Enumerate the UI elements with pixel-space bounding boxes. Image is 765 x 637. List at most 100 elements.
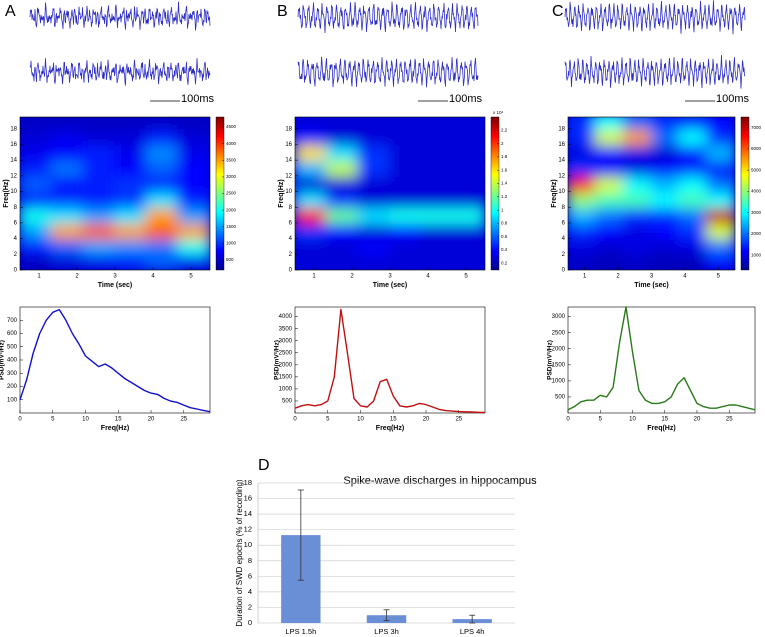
- heatmap-cell: [389, 190, 423, 209]
- heatmap-cell: [82, 174, 116, 193]
- y-axis-label: PSD(mV²/Hz): [0, 340, 6, 380]
- heatmap-cell: [389, 253, 423, 270]
- x-tick-label: 1: [583, 274, 587, 280]
- heatmap-cell: [177, 253, 210, 270]
- heatmap-cell: [650, 237, 681, 256]
- colorbar: [740, 116, 750, 271]
- heatmap-cell: [678, 190, 709, 209]
- x-tick-label: 3: [388, 274, 392, 280]
- heatmap-cell: [295, 190, 328, 209]
- heatmap-cell: [389, 159, 423, 177]
- heatmap-cell: [706, 237, 735, 256]
- y-tick-label: 18: [285, 126, 292, 132]
- heatmap-cell: [20, 174, 53, 193]
- heatmap-cell: [20, 190, 53, 209]
- x-tick-label: LPS 4h: [460, 627, 485, 636]
- heatmap-cell: [325, 206, 360, 224]
- x-tick-label: 20: [694, 417, 701, 423]
- y-tick-label: 14: [558, 158, 565, 164]
- y-tick-label: 2000: [279, 362, 293, 368]
- heatmap-cell: [594, 253, 625, 270]
- colorbar-tick-label: 3500: [226, 157, 237, 162]
- colorbar-tick-label: 500: [226, 257, 234, 262]
- y-axis-label: Freq(Hz): [3, 179, 10, 207]
- heatmap-cell: [678, 221, 709, 240]
- heatmap-cell: [295, 174, 328, 193]
- y-tick-label: 3000: [552, 314, 566, 320]
- heatmap-cell: [452, 127, 485, 146]
- heatmap-cell: [145, 127, 180, 146]
- heatmap-cell: [452, 237, 485, 256]
- y-tick-label: 0: [562, 268, 566, 274]
- heatmap-cell: [420, 143, 455, 162]
- plot-frame: [567, 306, 756, 414]
- y-tick-label: 12: [244, 525, 252, 534]
- heatmap-cell: [177, 190, 210, 209]
- colorbar-tick-label: 7000: [751, 125, 762, 130]
- x-tick-label: 10: [357, 417, 364, 423]
- heatmap-cell: [389, 174, 423, 193]
- heatmap-cell: [622, 206, 653, 224]
- colorbar-tick-label: 1.2: [501, 194, 508, 199]
- heatmap-cell: [568, 221, 597, 240]
- heatmap-cell: [389, 117, 423, 130]
- heatmap-cell: [82, 237, 116, 256]
- colorbar-label: x 10⁴: [493, 110, 504, 115]
- psd-line: [567, 306, 756, 411]
- psd-line: [294, 308, 486, 414]
- heatmap-cell: [82, 159, 116, 177]
- x-tick-label: 15: [661, 417, 668, 423]
- heatmap-cell: [177, 127, 210, 146]
- x-tick-label: 25: [180, 417, 187, 423]
- heatmap-cell: [357, 206, 391, 224]
- heatmap-cell: [114, 174, 148, 193]
- heatmap-cell: [678, 237, 709, 256]
- x-tick-label: 5: [51, 417, 55, 423]
- heatmap-cell: [50, 174, 85, 193]
- heatmap-cell: [594, 174, 625, 193]
- y-tick-label: 10: [244, 540, 252, 549]
- x-tick-label: 25: [726, 417, 733, 423]
- heatmap-cell: [706, 117, 735, 130]
- y-tick-label: 1000: [552, 378, 566, 384]
- panel-label: D: [258, 457, 270, 474]
- heatmap-cell: [325, 221, 360, 240]
- heatmap-cell: [452, 190, 485, 209]
- y-tick-label: 0: [248, 618, 252, 627]
- x-tick-label: 20: [423, 417, 430, 423]
- y-tick-label: 1500: [279, 374, 293, 380]
- heatmap-cell: [295, 206, 328, 224]
- y-tick-label: 2: [562, 252, 566, 258]
- heatmap-cell: [357, 117, 391, 130]
- panel-label: B: [277, 3, 288, 20]
- y-axis-label: PSD(mV²/Hz): [274, 340, 281, 380]
- scale-bar-label: 100ms: [181, 93, 215, 105]
- heatmap-cell: [325, 174, 360, 193]
- heatmap-cell: [594, 159, 625, 177]
- y-tick-label: 2: [248, 602, 252, 611]
- y-tick-label: 500: [7, 344, 18, 350]
- colorbar-tick-label: 5000: [751, 167, 762, 172]
- heatmap-cell: [622, 127, 653, 146]
- heatmap-cell: [20, 237, 53, 256]
- heatmap-cell: [568, 127, 597, 146]
- heatmap-cell: [325, 117, 360, 130]
- colorbar-tick-label: 2: [501, 141, 504, 146]
- y-tick-label: 500: [282, 399, 293, 405]
- heatmap-cell: [50, 127, 85, 146]
- x-axis-label: Freq(Hz): [376, 425, 404, 432]
- heatmap-cell: [594, 237, 625, 256]
- y-tick-label: 6: [289, 221, 293, 227]
- y-axis-label: Freq(Hz): [551, 179, 558, 207]
- plot-frame: [19, 306, 211, 414]
- colorbar: [490, 116, 500, 271]
- heatmap-cell: [594, 143, 625, 162]
- heatmap-cell: [114, 221, 148, 240]
- heatmap-cell: [389, 206, 423, 224]
- colorbar-tick-label: 4000: [226, 141, 237, 146]
- eeg-trace: [29, 1, 211, 31]
- x-tick-label: 2: [616, 274, 620, 280]
- heatmap-cell: [678, 206, 709, 224]
- heatmap-cell: [20, 221, 53, 240]
- y-tick-label: 8: [14, 205, 18, 211]
